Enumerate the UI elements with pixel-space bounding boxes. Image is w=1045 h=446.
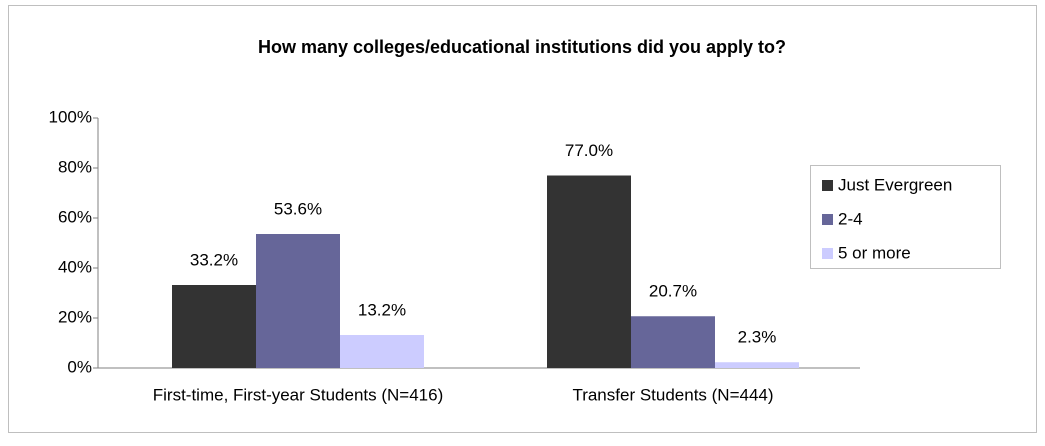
data-label: 77.0%	[565, 141, 613, 160]
bar	[172, 285, 256, 368]
legend-label: Just Evergreen	[838, 175, 952, 194]
bar	[631, 316, 715, 368]
legend-swatch	[822, 214, 833, 225]
chart-title: How many colleges/educational institutio…	[258, 37, 786, 57]
data-label: 33.2%	[190, 250, 238, 269]
y-tick-label: 100%	[49, 107, 92, 126]
bar	[256, 234, 340, 368]
bar	[715, 362, 799, 368]
legend-swatch	[822, 180, 833, 191]
bar	[340, 335, 424, 368]
legend-swatch	[822, 248, 833, 259]
y-tick-label: 60%	[58, 207, 92, 226]
legend-label: 5 or more	[838, 243, 911, 262]
bar	[547, 175, 631, 368]
legend-label: 2-4	[838, 209, 863, 228]
data-label: 20.7%	[649, 282, 697, 301]
y-tick-label: 80%	[58, 157, 92, 176]
legend	[810, 165, 1001, 269]
data-label: 2.3%	[738, 328, 777, 347]
x-tick-label: First-time, First-year Students (N=416)	[153, 385, 444, 404]
x-tick-label: Transfer Students (N=444)	[572, 385, 773, 404]
y-tick-label: 20%	[58, 307, 92, 326]
data-label: 13.2%	[358, 300, 406, 319]
y-tick-label: 40%	[58, 257, 92, 276]
y-tick-label: 0%	[67, 357, 92, 376]
data-label: 53.6%	[274, 199, 322, 218]
